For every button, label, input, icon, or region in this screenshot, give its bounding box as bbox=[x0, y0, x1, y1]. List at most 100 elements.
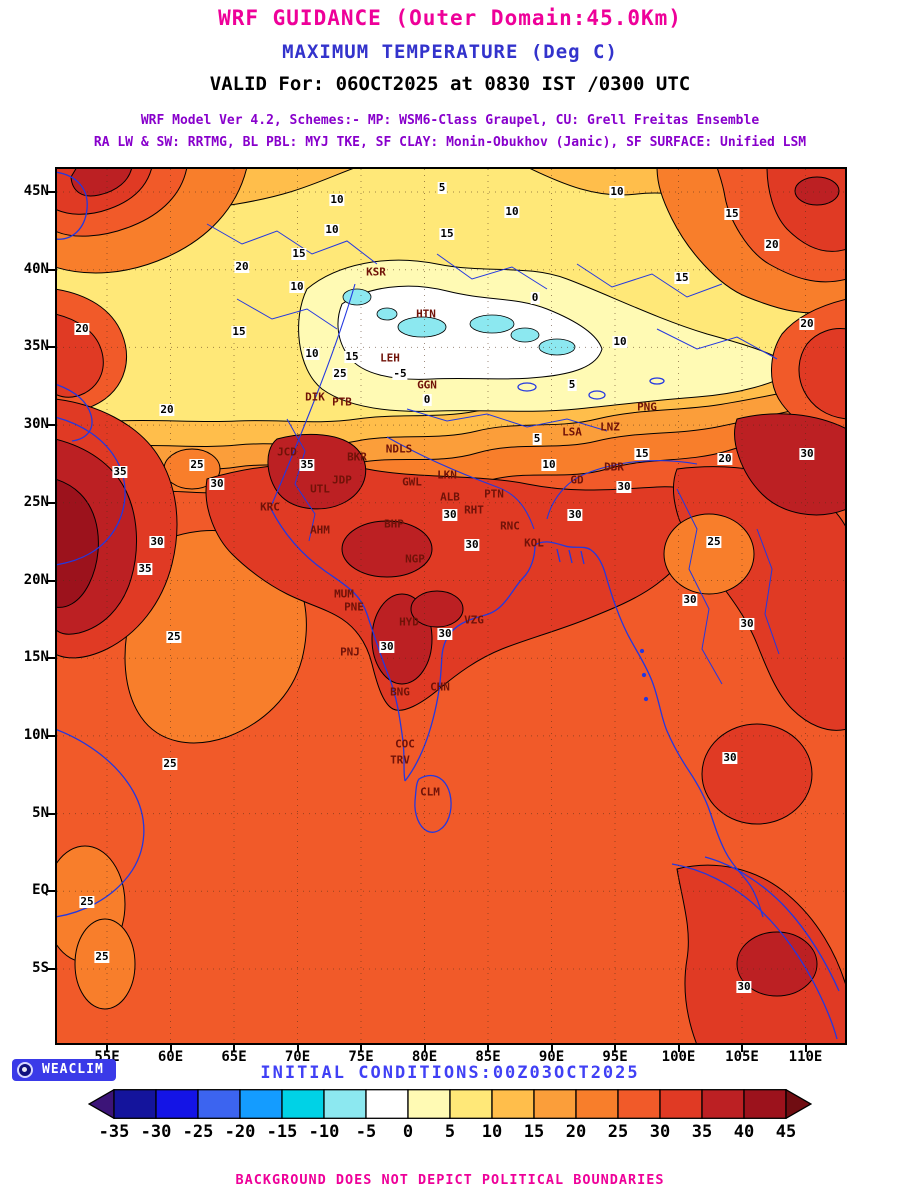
page-title: WRF GUIDANCE (Outer Domain:45.0Km) bbox=[218, 6, 682, 30]
station-label: TRV bbox=[390, 753, 410, 767]
colorbar-cell bbox=[617, 1089, 661, 1119]
station-label: ALB bbox=[440, 490, 460, 504]
contour-label: 10 bbox=[541, 458, 557, 471]
contour-label: 30 bbox=[379, 640, 395, 653]
contour-label: 15 bbox=[231, 325, 247, 338]
colorbar-tick-label: 5 bbox=[444, 1122, 456, 1142]
contour-label: 5 bbox=[567, 378, 577, 391]
station-code-labels: KSR HTN LEH GGN DIK PTB JCD BKR NDLS JDP UTL KRC GWL… bbox=[57, 169, 845, 1043]
colorbar-tick-label: -20 bbox=[224, 1122, 256, 1142]
colorbar-cell bbox=[239, 1089, 283, 1119]
y-axis-label: 10N bbox=[23, 726, 49, 743]
y-axis-label: 20N bbox=[23, 571, 49, 588]
station-label: HTN bbox=[416, 307, 436, 321]
station-label: KRC bbox=[260, 500, 280, 514]
contour-label: 30 bbox=[616, 480, 632, 493]
variable-title: MAXIMUM TEMPERATURE (Deg C) bbox=[282, 41, 618, 63]
x-axis-tick bbox=[106, 1043, 108, 1052]
y-axis-tick bbox=[47, 968, 56, 970]
x-axis-tick bbox=[169, 1043, 172, 1052]
valid-time-line: VALID For: 06OCT2025 at 0830 IST /0300 U… bbox=[209, 73, 691, 95]
x-axis-tick bbox=[423, 1043, 426, 1052]
y-axis-tick bbox=[47, 812, 56, 815]
y-axis-tick bbox=[47, 346, 56, 349]
station-label: MUM bbox=[334, 587, 354, 601]
colorbar-tick-label: 40 bbox=[733, 1122, 755, 1142]
contour-label: 30 bbox=[209, 477, 225, 490]
colorbar-tick-label: 10 bbox=[481, 1122, 503, 1142]
station-label: KSR bbox=[366, 265, 386, 279]
station-label: JCD bbox=[277, 445, 297, 459]
station-label: JDP bbox=[332, 473, 352, 487]
x-axis-tick bbox=[677, 1043, 680, 1052]
weaclim-label: WEACLIM bbox=[42, 1062, 104, 1077]
colorbar-tick-label: 35 bbox=[691, 1122, 713, 1142]
colorbar-cell bbox=[659, 1089, 703, 1119]
contour-label: 20 bbox=[159, 403, 175, 416]
station-label: NGP bbox=[405, 552, 425, 566]
station-label: GD bbox=[570, 473, 584, 487]
contour-label: 0 bbox=[422, 393, 432, 406]
contour-label: 15 bbox=[291, 247, 307, 260]
contour-label: 30 bbox=[464, 538, 480, 551]
contour-label: 5 bbox=[437, 181, 447, 194]
colorbar-cell bbox=[491, 1089, 535, 1119]
colorbar-cell bbox=[281, 1089, 325, 1119]
initial-conditions-text: INITIAL CONDITIONS:00Z03OCT2025 bbox=[260, 1063, 640, 1083]
contour-label: 0 bbox=[530, 291, 540, 304]
station-label: PNG bbox=[637, 400, 657, 414]
station-label: KOL bbox=[524, 536, 544, 550]
x-axis-tick bbox=[487, 1043, 489, 1052]
contour-label: 30 bbox=[567, 508, 583, 521]
station-label: BHP bbox=[384, 517, 404, 531]
y-axis-label: 15N bbox=[23, 649, 49, 666]
contour-label: 30 bbox=[149, 535, 165, 548]
y-axis-tick bbox=[47, 501, 56, 504]
x-axis-tick bbox=[296, 1043, 299, 1052]
contour-label: 30 bbox=[682, 593, 698, 606]
colorbar-swatches bbox=[88, 1089, 812, 1119]
contour-label: 10 bbox=[329, 193, 345, 206]
temperature-fill-layers bbox=[57, 169, 845, 1043]
contour-label: 15 bbox=[439, 227, 455, 240]
contour-label: 15 bbox=[724, 207, 740, 220]
station-label: RNC bbox=[500, 519, 520, 533]
contour-label: 35 bbox=[137, 562, 153, 575]
colorbar-tick-label: -35 bbox=[98, 1122, 130, 1142]
station-label: HYD bbox=[399, 615, 419, 629]
colorbar-tick-label: 25 bbox=[607, 1122, 629, 1142]
x-axis-label: 70E bbox=[284, 1049, 311, 1065]
x-axis-label: 80E bbox=[411, 1049, 438, 1065]
y-axis-label: EQ bbox=[32, 882, 49, 899]
contour-label: 10 bbox=[324, 223, 340, 236]
colorbar-cell bbox=[323, 1089, 367, 1119]
x-axis-label: 100E bbox=[661, 1049, 696, 1065]
colorbar-cell bbox=[533, 1089, 577, 1119]
contour-label: 35 bbox=[299, 458, 315, 471]
model-schemes-line1: WRF Model Ver 4.2, Schemes:- MP: WSM6-Cl… bbox=[140, 113, 760, 128]
y-axis-label: 5S bbox=[32, 960, 49, 976]
contour-label: 20 bbox=[234, 260, 250, 273]
contour-label: 10 bbox=[289, 280, 305, 293]
disclaimer-text: BACKGROUND DOES NOT DEPICT POLITICAL BOU… bbox=[235, 1172, 665, 1188]
contour-label: 25 bbox=[332, 367, 348, 380]
y-axis-tick bbox=[47, 734, 56, 737]
temperature-contour-map bbox=[57, 169, 845, 1043]
colorbar-tick-label: -15 bbox=[266, 1122, 298, 1142]
station-label: DIK bbox=[305, 390, 325, 404]
station-label: LSA bbox=[562, 425, 582, 439]
colorbar-cell bbox=[155, 1089, 199, 1119]
station-label: GGN bbox=[417, 378, 437, 392]
coastlines-rivers-borders bbox=[57, 171, 840, 1040]
x-axis-tick bbox=[741, 1043, 743, 1052]
contour-label: 10 bbox=[504, 205, 520, 218]
y-axis-label: 35N bbox=[23, 338, 49, 355]
contour-label: 30 bbox=[437, 627, 453, 640]
colorbar-tick-label: -10 bbox=[308, 1122, 340, 1142]
colorbar-tick-label: 20 bbox=[565, 1122, 587, 1142]
contour-label: 15 bbox=[634, 447, 650, 460]
colorbar-arrow-left bbox=[88, 1089, 115, 1119]
station-label: CLM bbox=[420, 785, 440, 799]
station-label: COC bbox=[395, 737, 415, 751]
y-axis-label: 5N bbox=[32, 804, 49, 821]
